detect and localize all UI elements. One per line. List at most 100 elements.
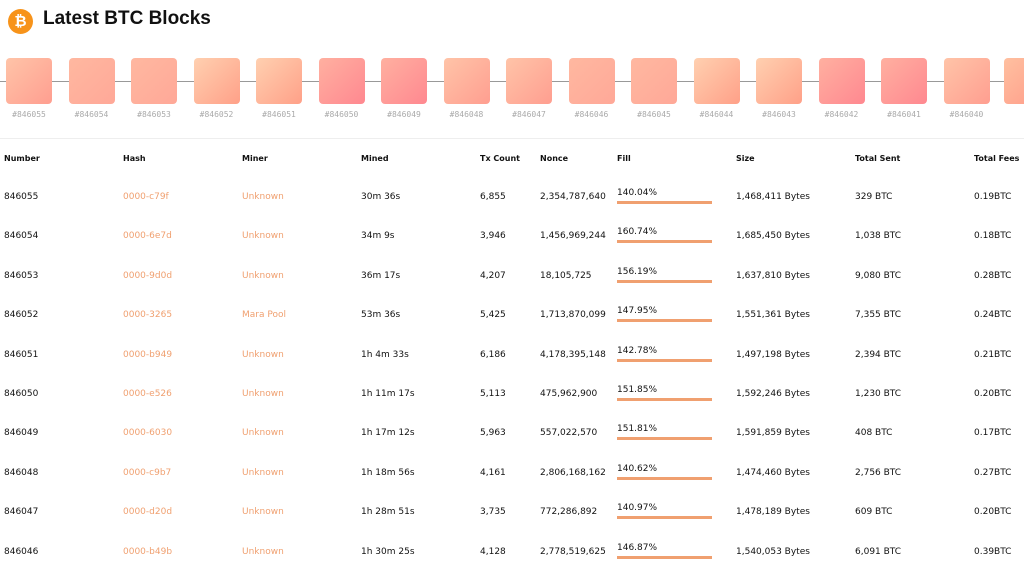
fill-bar bbox=[617, 319, 712, 323]
fill-bar bbox=[617, 437, 712, 441]
block[interactable] bbox=[568, 58, 615, 104]
size: 1,591,859 Bytes bbox=[736, 428, 810, 439]
tx-count: 4,128 bbox=[480, 546, 506, 557]
block[interactable] bbox=[193, 58, 240, 104]
total-fees: 0.21BTC bbox=[974, 349, 1012, 360]
block[interactable] bbox=[881, 58, 927, 104]
miner[interactable]: Unknown bbox=[242, 231, 284, 242]
mined-time: 53m 36s bbox=[361, 310, 401, 321]
block[interactable] bbox=[506, 58, 552, 104]
block-hash[interactable]: 0000-6030 bbox=[123, 428, 173, 439]
block[interactable] bbox=[693, 58, 740, 104]
btc-logo: ₿ bbox=[8, 9, 33, 34]
fill-bar bbox=[617, 279, 712, 283]
total-sent: 408 BTC bbox=[855, 428, 893, 439]
column-header: Nonce bbox=[540, 154, 569, 163]
block-hash[interactable]: 0000-b49b bbox=[123, 546, 173, 557]
miner[interactable]: Unknown bbox=[242, 546, 284, 557]
block-number: 846051 bbox=[4, 349, 39, 360]
block-hash[interactable]: 0000-6e7d bbox=[123, 231, 172, 242]
block-number: 846050 bbox=[4, 389, 39, 399]
block-label: #846047 bbox=[512, 110, 546, 119]
block-number: 846055 bbox=[4, 192, 39, 202]
block[interactable] bbox=[318, 58, 365, 104]
size: 1,685,450 Bytes bbox=[736, 231, 810, 242]
block-label: #846055 bbox=[12, 110, 46, 119]
size: 1,540,053 Bytes bbox=[736, 546, 810, 557]
total-fees: 0.17BTC bbox=[974, 428, 1012, 439]
mined-time: 1h 28m 51s bbox=[361, 507, 415, 518]
mined-time: 1h 18m 56s bbox=[361, 467, 415, 478]
total-sent: 1,230 BTC bbox=[855, 389, 902, 399]
miner[interactable]: Mara Pool bbox=[242, 310, 286, 321]
block[interactable] bbox=[381, 58, 427, 104]
fill-percent: 147.95% bbox=[617, 306, 658, 317]
total-fees: 0.39BTC bbox=[974, 546, 1012, 557]
total-fees: 0.19BTC bbox=[974, 192, 1012, 202]
size: 1,478,189 Bytes bbox=[736, 507, 810, 518]
block-hash[interactable]: 0000-d20d bbox=[123, 507, 173, 518]
column-header: Hash bbox=[123, 154, 146, 163]
mined-time: 1h 30m 25s bbox=[361, 546, 415, 557]
block-hash[interactable]: 0000-9d0d bbox=[123, 270, 173, 281]
fill-percent: 140.62% bbox=[617, 463, 658, 474]
block-hash[interactable]: 0000-b949 bbox=[123, 349, 173, 360]
block[interactable] bbox=[131, 58, 177, 104]
block-hash[interactable]: 0000-c79f bbox=[123, 192, 169, 202]
block-label: #846042 bbox=[824, 110, 859, 119]
size: 1,474,460 Bytes bbox=[736, 467, 810, 478]
block[interactable] bbox=[818, 58, 865, 104]
block-hash[interactable]: 0000-c9b7 bbox=[123, 467, 172, 478]
block[interactable] bbox=[943, 58, 990, 104]
block-hash[interactable]: 0000-e526 bbox=[123, 389, 172, 399]
total-sent: 7,355 BTC bbox=[855, 310, 902, 321]
mined-time: 36m 17s bbox=[361, 270, 401, 281]
column-header: Miner bbox=[242, 154, 268, 163]
nonce: 4,178,395,148 bbox=[540, 349, 606, 360]
nonce: 1,713,870,099 bbox=[540, 310, 606, 321]
block-hash[interactable]: 0000-3265 bbox=[123, 310, 173, 321]
block[interactable] bbox=[68, 58, 115, 104]
size: 1,497,198 Bytes bbox=[736, 349, 810, 360]
column-header: Total Sent bbox=[855, 154, 901, 163]
block-label: #846044 bbox=[699, 110, 734, 119]
fill-percent: 140.04% bbox=[617, 188, 658, 198]
miner[interactable]: Unknown bbox=[242, 270, 284, 281]
mined-time: 30m 36s bbox=[361, 192, 401, 202]
tx-count: 4,207 bbox=[480, 270, 506, 281]
block[interactable] bbox=[443, 58, 490, 104]
tx-count: 5,113 bbox=[480, 389, 506, 399]
block[interactable] bbox=[6, 58, 52, 104]
column-header: Tx Count bbox=[480, 154, 520, 163]
nonce: 2,354,787,640 bbox=[540, 192, 606, 202]
block[interactable] bbox=[756, 58, 802, 104]
tx-count: 3,735 bbox=[480, 507, 506, 518]
miner[interactable]: Unknown bbox=[242, 192, 284, 202]
block-partial bbox=[1004, 58, 1024, 104]
block-number: 846046 bbox=[4, 546, 39, 557]
block[interactable] bbox=[256, 58, 302, 104]
block-label: #846052 bbox=[199, 110, 234, 119]
mined-time: 1h 11m 17s bbox=[361, 389, 415, 399]
miner[interactable]: Unknown bbox=[242, 507, 284, 518]
fill-percent: 142.78% bbox=[617, 345, 658, 356]
block-label: #846046 bbox=[574, 110, 609, 119]
column-header: Mined bbox=[361, 154, 389, 163]
miner[interactable]: Unknown bbox=[242, 389, 284, 399]
miner[interactable]: Unknown bbox=[242, 467, 284, 478]
fill-bar bbox=[617, 476, 712, 480]
fill-bar bbox=[617, 516, 712, 520]
page-title: Latest BTC Blocks bbox=[43, 8, 211, 29]
total-fees: 0.18BTC bbox=[974, 231, 1012, 242]
size: 1,468,411 Bytes bbox=[736, 192, 810, 202]
fill-percent: 156.19% bbox=[617, 266, 658, 277]
tx-count: 3,946 bbox=[480, 231, 506, 242]
tx-count: 5,425 bbox=[480, 310, 506, 321]
miner[interactable]: Unknown bbox=[242, 428, 284, 439]
block-label: #846051 bbox=[262, 110, 296, 119]
nonce: 475,962,900 bbox=[540, 389, 598, 399]
miner[interactable]: Unknown bbox=[242, 349, 284, 360]
total-sent: 1,038 BTC bbox=[855, 231, 902, 242]
nonce: 2,806,168,162 bbox=[540, 467, 606, 478]
block[interactable] bbox=[631, 58, 677, 104]
